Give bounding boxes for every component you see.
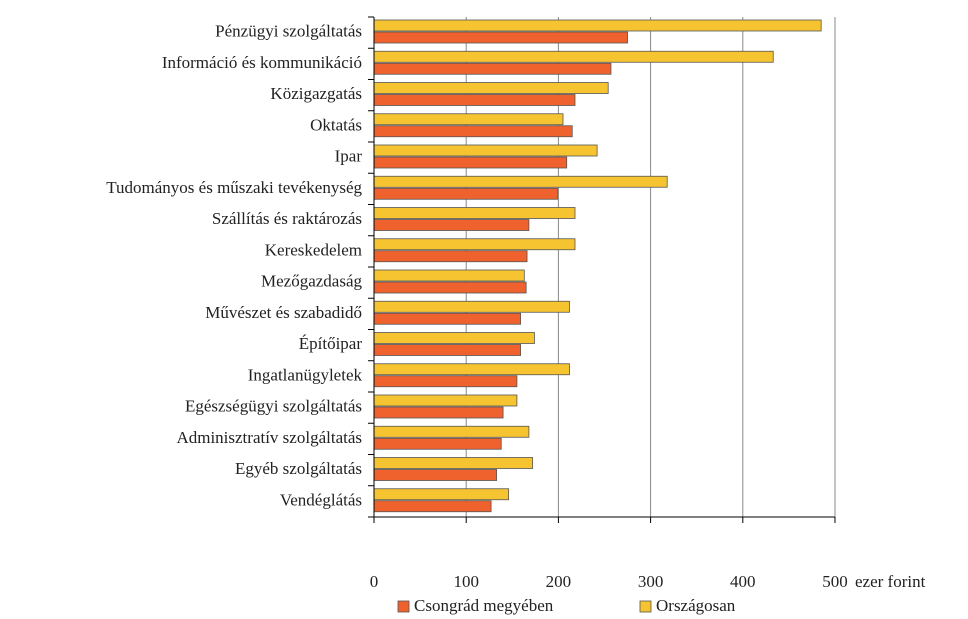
y-tick-label: Egészségügyi szolgáltatás	[185, 397, 362, 416]
bar	[373, 312, 521, 325]
x-tick-label: 500	[822, 572, 848, 591]
legend-swatch	[397, 600, 410, 613]
y-tick-label: Adminisztratív szolgáltatás	[176, 428, 362, 447]
bar	[373, 31, 628, 44]
bar	[373, 113, 564, 126]
y-tick-label: Ingatlanügyletek	[248, 365, 363, 384]
bar	[373, 363, 570, 376]
y-tick-label: Művészet és szabadidő	[205, 303, 362, 322]
y-tick-label: Vendéglátás	[280, 490, 362, 509]
y-tick-label: Tudományos és műszaki tevékenység	[106, 178, 362, 197]
y-tick-label: Mezőgazdaság	[261, 272, 363, 291]
bar	[373, 207, 576, 219]
bar	[373, 500, 492, 513]
bar	[373, 144, 598, 157]
bar	[373, 457, 533, 469]
x-axis-label: ezer forint	[855, 572, 926, 591]
bar	[373, 125, 573, 138]
legend-label: Csongrád megyében	[414, 596, 554, 615]
y-tick-label: Kereskedelem	[265, 240, 362, 259]
x-tick-label: 400	[730, 572, 756, 591]
bar	[373, 19, 822, 32]
bar	[373, 187, 558, 200]
bar	[373, 394, 518, 407]
legend-swatch	[639, 600, 652, 613]
bar	[373, 62, 612, 75]
y-tick-label: Információ és kommunikáció	[162, 53, 362, 72]
bar	[373, 156, 568, 169]
x-tick-label: 100	[453, 572, 479, 591]
legend-label: Országosan	[656, 596, 736, 615]
bar	[373, 375, 518, 388]
bar	[373, 250, 528, 263]
bar	[373, 332, 535, 344]
bar	[373, 175, 668, 188]
y-tick-label: Közigazgatás	[270, 84, 362, 103]
bar	[373, 281, 527, 294]
bar	[373, 300, 570, 313]
bar	[373, 344, 521, 356]
y-tick-label: Egyéb szolgáltatás	[235, 459, 362, 478]
x-tick-label: 0	[370, 572, 379, 591]
y-tick-label: Oktatás	[310, 115, 362, 134]
y-tick-label: Építőipar	[299, 334, 363, 353]
bar	[373, 406, 504, 419]
bar	[373, 94, 576, 106]
bar	[373, 437, 502, 450]
bar	[373, 469, 498, 481]
x-tick-label: 300	[638, 572, 664, 591]
bar	[373, 269, 525, 282]
bar	[373, 238, 576, 251]
bar	[373, 219, 530, 231]
bar	[373, 50, 774, 63]
y-tick-label: Pénzügyi szolgáltatás	[215, 22, 362, 41]
y-tick-label: Szállítás és raktározás	[212, 209, 362, 228]
bar	[373, 488, 510, 501]
y-tick-label: Ipar	[335, 147, 363, 166]
bar	[373, 82, 609, 94]
bar	[373, 425, 530, 438]
x-tick-label: 200	[546, 572, 572, 591]
